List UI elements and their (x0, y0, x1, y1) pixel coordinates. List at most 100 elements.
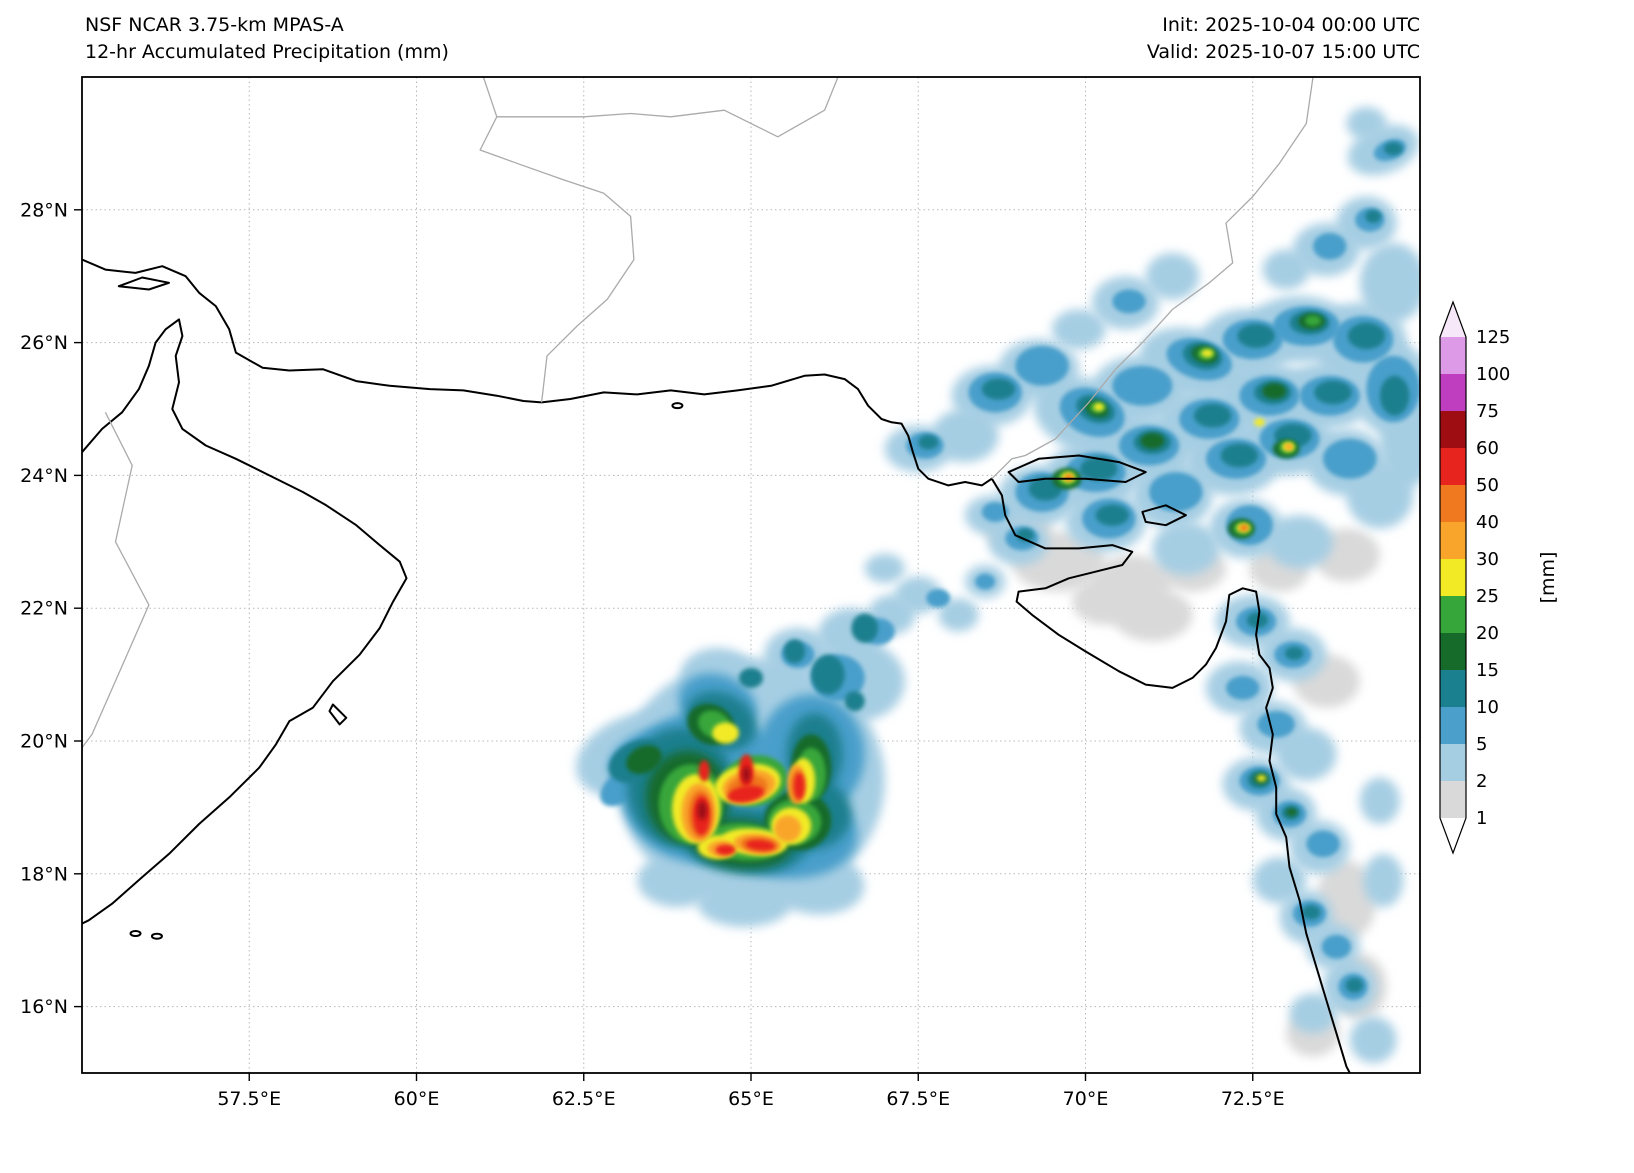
colorbar-band (1440, 744, 1466, 781)
colorbar-tick-label: 5 (1476, 734, 1487, 755)
precip-cell (1289, 993, 1337, 1034)
colorbar-band (1440, 670, 1466, 707)
precip-cell (1256, 774, 1267, 782)
precip-cell (844, 691, 865, 712)
colorbar-band (1440, 448, 1466, 485)
precip-cell (1262, 383, 1287, 400)
precip-cell (1276, 727, 1337, 781)
precip-cell (1257, 711, 1295, 738)
colorbar-tick-label: 40 (1476, 512, 1499, 533)
colorbar-band (1440, 707, 1466, 744)
precip-cell (811, 654, 845, 695)
precip-cell (1252, 857, 1307, 904)
precip-cell (1149, 472, 1203, 512)
y-tick-label: 26°N (20, 332, 68, 354)
precip-cell (918, 434, 939, 450)
valid-time-label: Valid: 2025-10-07 15:00 UTC (1146, 41, 1420, 63)
small-island (150, 932, 163, 940)
precip-cell (1284, 646, 1304, 660)
y-tick-label: 24°N (20, 465, 68, 487)
precip-cell (1347, 322, 1386, 350)
precip-cell (1346, 106, 1387, 141)
precip-cell (1312, 233, 1347, 260)
colorbar-tick-label: 15 (1476, 660, 1499, 681)
colorbar-tick-label: 2 (1476, 771, 1487, 792)
precip-cell (1193, 403, 1232, 428)
precip-cell (1254, 418, 1265, 427)
precip-cell (1363, 853, 1404, 907)
plot-subtitle: 12-hr Accumulated Precipitation (mm) (85, 41, 449, 63)
precip-cell (1284, 443, 1293, 451)
x-tick-label: 57.5°E (217, 1088, 281, 1110)
precip-cell (1345, 978, 1364, 993)
init-time-label: Init: 2025-10-04 00:00 UTC (1162, 14, 1420, 36)
colorbar-units-label: [mm] (1537, 552, 1559, 604)
precip-cell (1322, 438, 1377, 479)
axis-labels: 57.5°E 60°E 62.5°E 65°E 67.5°E 70°E 72.5°E 28°N… (20, 199, 1285, 1110)
precip-cell (938, 598, 979, 632)
precip-cell (851, 613, 879, 643)
precip-cell (1266, 515, 1334, 569)
colorbar-extend-min (1440, 818, 1466, 853)
colorbar-band (1440, 337, 1466, 374)
colorbar-band (1440, 781, 1466, 818)
precip-cell (1152, 521, 1220, 575)
y-tick-label: 18°N (20, 863, 68, 885)
colorbar-extend-max (1440, 302, 1466, 337)
precip-cell (1220, 443, 1259, 468)
precip-cell (1301, 905, 1321, 920)
precip-cell (637, 853, 718, 907)
precip-cell (698, 760, 710, 782)
precip-cell (975, 573, 996, 590)
precip-cell (742, 766, 751, 783)
precip-cell (1349, 1016, 1397, 1064)
colorbar-tick-label: 20 (1476, 623, 1499, 644)
precip-cell (1093, 403, 1105, 411)
precip-cell (1112, 365, 1173, 406)
precip-cell (1072, 578, 1140, 625)
coastlines (82, 258, 1351, 1073)
precip-cell (745, 839, 776, 851)
precip-cell (626, 745, 662, 774)
y-tick-label: 20°N (20, 731, 68, 753)
precip-cell (697, 880, 792, 927)
x-tick-label: 70°E (1063, 1088, 1109, 1110)
plot-title-block: NSF NCAR 3.75-km MPAS-A 12-hr Accumulate… (85, 12, 449, 66)
colorbar-tick-label: 25 (1476, 586, 1499, 607)
map-plot: 57.5°E 60°E 62.5°E 65°E 67.5°E 70°E 72.5°E 28°N… (20, 76, 1421, 1110)
precip-cell (1359, 243, 1420, 323)
colorbar-tick-label: 30 (1476, 549, 1499, 570)
colorbar-tick-label: 125 (1476, 327, 1510, 348)
plot-title: NSF NCAR 3.75-km MPAS-A (85, 14, 344, 36)
country-borders (82, 77, 1314, 748)
precip-cell (715, 844, 736, 856)
x-tick-label: 65°E (728, 1088, 774, 1110)
plot-time-block: Init: 2025-10-04 00:00 UTC Valid: 2025-1… (1147, 12, 1420, 66)
x-tick-label: 60°E (394, 1088, 440, 1110)
small-island (129, 930, 142, 938)
colorbar-tick-label: 75 (1476, 401, 1499, 422)
precip-cell (1145, 252, 1200, 300)
precip-cell (981, 378, 1016, 400)
axis-ticks (74, 209, 1254, 1081)
precip-cell (1314, 380, 1352, 405)
colorbar-band (1440, 522, 1466, 559)
x-tick-label: 67.5°E (886, 1088, 950, 1110)
colorbar-tick-label: 50 (1476, 475, 1499, 496)
precip-cell (864, 553, 905, 583)
colorbar-tick-label: 60 (1476, 438, 1499, 459)
colorbar-band (1440, 374, 1466, 411)
precip-cell (712, 722, 739, 744)
y-tick-label: 28°N (20, 199, 68, 221)
precip-cell (1383, 142, 1403, 156)
colorbar-band (1440, 596, 1466, 633)
precip-cell (1304, 315, 1321, 326)
precip-cell (1237, 324, 1275, 348)
precip-cell (697, 801, 707, 821)
colorbar-outline (1439, 300, 1467, 855)
colorbar-band (1440, 559, 1466, 596)
precip-cell (1015, 345, 1069, 386)
precip-cell (981, 501, 1009, 522)
precip-cell (1306, 830, 1340, 858)
